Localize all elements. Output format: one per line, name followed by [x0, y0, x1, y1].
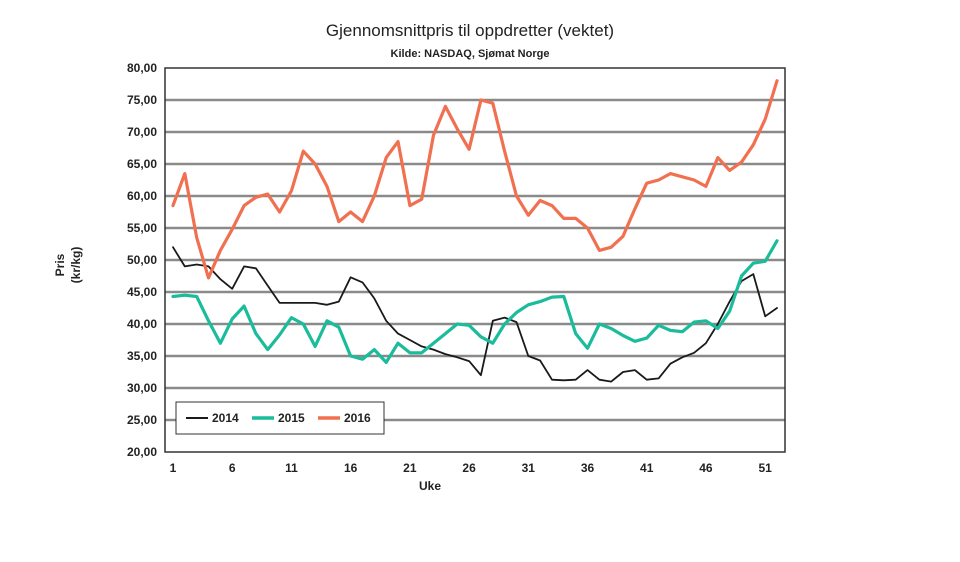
x-axis-label: Uke: [419, 479, 441, 493]
plot-area-border: [164, 67, 786, 453]
legend-label-2016: 2016: [344, 411, 371, 425]
x-tick-label: 11: [285, 461, 298, 475]
chart-title: Gjennomsnittpris til oppdretter (vektet): [326, 21, 614, 40]
grid-lines: [165, 98, 785, 422]
x-tick-label: 16: [344, 461, 358, 475]
series-line-2015: [171, 239, 779, 364]
y-tick-label: 40,00: [127, 317, 157, 331]
legend-label-2015: 2015: [278, 411, 305, 425]
y-tick-label: 75,00: [127, 93, 157, 107]
legend: 2014 2015 2016: [175, 401, 385, 435]
legend-box: [175, 401, 385, 435]
x-tick-label: 36: [581, 461, 595, 475]
x-tick-label: 46: [699, 461, 713, 475]
y-tick-label: 80,00: [127, 61, 157, 75]
x-axis-ticks: 1 6 11 16 21 26 31 36 41 46 51: [170, 461, 772, 475]
y-tick-label: 45,00: [127, 285, 157, 299]
y-axis-unit: (kr/kg): [69, 247, 83, 284]
y-tick-label: 35,00: [127, 349, 157, 363]
y-tick-label: 25,00: [127, 413, 157, 427]
x-tick-label: 6: [229, 461, 236, 475]
y-tick-label: 50,00: [127, 253, 157, 267]
x-tick-label: 31: [522, 461, 536, 475]
y-axis-ticks: 20,00 25,00 30,00 35,00 40,00 45,00 50,00 55,00…: [127, 61, 157, 459]
series-lines: [171, 79, 779, 383]
y-tick-label: 70,00: [127, 125, 157, 139]
x-tick-label: 41: [640, 461, 654, 475]
x-tick-label: 51: [758, 461, 772, 475]
y-tick-label: 30,00: [127, 381, 157, 395]
series-line-2016: [171, 79, 779, 280]
y-axis-label: Pris: [53, 253, 67, 276]
legend-label-2014: 2014: [212, 411, 239, 425]
x-tick-label: 1: [170, 461, 177, 475]
y-tick-label: 65,00: [127, 157, 157, 171]
series-line-2014: [172, 246, 778, 383]
y-tick-label: 20,00: [127, 445, 157, 459]
x-tick-label: 26: [462, 461, 476, 475]
chart-subtitle: Kilde: NASDAQ, Sjømat Norge: [391, 48, 550, 60]
y-tick-label: 60,00: [127, 189, 157, 203]
y-tick-label: 55,00: [127, 221, 157, 235]
x-tick-label: 21: [403, 461, 417, 475]
